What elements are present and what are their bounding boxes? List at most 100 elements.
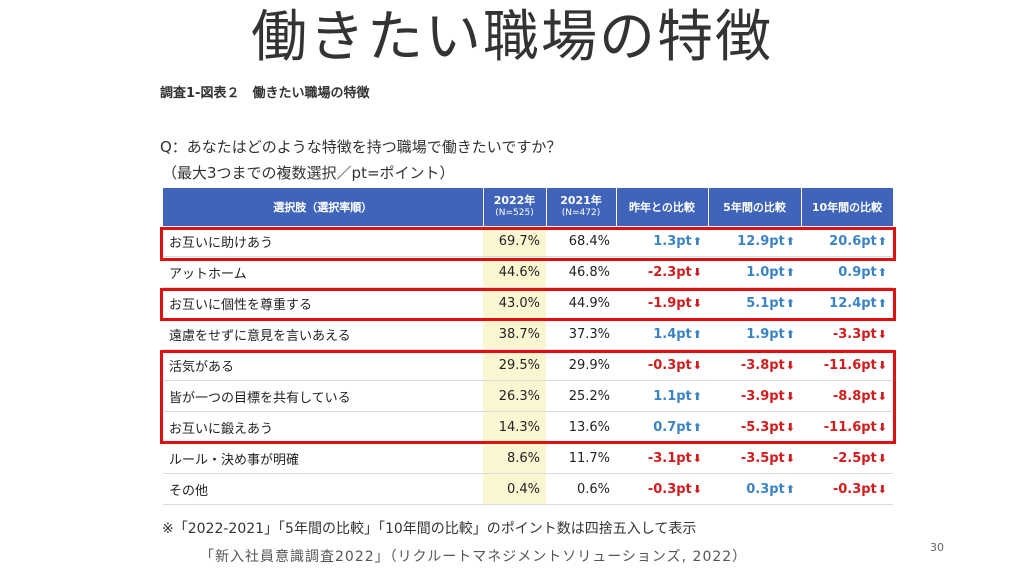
- row-diff-prev-value: -1.9pt: [647, 295, 692, 311]
- row-diff-5y: 12.9pt⬆: [708, 226, 801, 257]
- arrow-up-icon: ⬆: [692, 234, 702, 248]
- row-diff-5y: 1.9pt⬆: [708, 318, 801, 350]
- arrow-up-icon: ⬆: [785, 296, 795, 310]
- arrow-up-icon: ⬆: [692, 327, 702, 341]
- row-diff-10y: 12.4pt⬆: [801, 287, 893, 319]
- row-diff-prev: 1.4pt⬆: [616, 318, 708, 350]
- row-diff-prev: -1.9pt⬇: [616, 287, 708, 319]
- row-diff-10y-value: 20.6pt: [829, 233, 877, 249]
- row-value-2022: 29.5%: [483, 349, 546, 381]
- row-item-label: 皆が一つの目標を共有している: [163, 380, 483, 412]
- row-item-label: その他: [163, 473, 483, 505]
- arrow-up-icon: ⬆: [785, 265, 795, 279]
- arrow-up-icon: ⬆: [877, 265, 887, 279]
- arrow-down-icon: ⬇: [692, 265, 702, 279]
- row-value-2021: 37.3%: [546, 318, 616, 350]
- arrow-down-icon: ⬇: [692, 358, 702, 372]
- row-diff-5y: -3.8pt⬇: [708, 349, 801, 381]
- row-diff-prev: 1.3pt⬆: [616, 226, 708, 257]
- table-row: お互いに助けあう 69.7% 68.4% 1.3pt⬆ 12.9pt⬆ 20.6pt⬆: [163, 226, 893, 257]
- table-row: 活気がある 29.5% 29.9% -0.3pt⬇ -3.8pt⬇ -11.6pt⬇: [163, 349, 893, 381]
- row-diff-prev-value: -0.3pt: [647, 481, 692, 497]
- header-2021-n: (N=472): [561, 208, 601, 218]
- arrow-down-icon: ⬇: [785, 358, 795, 372]
- row-value-2021: 25.2%: [546, 380, 616, 412]
- arrow-up-icon: ⬆: [785, 327, 795, 341]
- arrow-down-icon: ⬇: [877, 420, 887, 434]
- arrow-down-icon: ⬇: [877, 451, 887, 465]
- arrow-up-icon: ⬆: [692, 389, 702, 403]
- row-diff-prev: -0.3pt⬇: [616, 473, 708, 505]
- row-diff-prev-value: -0.3pt: [647, 357, 692, 373]
- results-table: 選択肢（選択率順） 2022年 (N=525) 2021年 (N=472) 昨年…: [163, 188, 894, 505]
- row-diff-prev: -0.3pt⬇: [616, 349, 708, 381]
- header-diff-5y: 5年間の比較: [708, 188, 802, 226]
- row-diff-prev: 1.1pt⬆: [616, 380, 708, 412]
- header-diff-10y: 10年間の比較: [801, 188, 894, 226]
- table-row: その他 0.4% 0.6% -0.3pt⬇ 0.3pt⬆ -0.3pt⬇: [163, 473, 893, 505]
- row-value-2022: 44.6%: [483, 256, 546, 288]
- arrow-down-icon: ⬇: [785, 420, 795, 434]
- row-diff-5y-value: 5.1pt: [746, 295, 785, 311]
- row-diff-10y: -8.8pt⬇: [801, 380, 893, 412]
- row-diff-10y-value: 12.4pt: [829, 295, 877, 311]
- row-diff-prev-value: 1.3pt: [653, 233, 692, 249]
- row-item-label: ルール・決め事が明確: [163, 442, 483, 474]
- row-diff-10y-value: -11.6pt: [823, 419, 877, 435]
- row-diff-10y: -11.6pt⬇: [801, 411, 893, 443]
- table-row: お互いに鍛えあう 14.3% 13.6% 0.7pt⬆ -5.3pt⬇ -11.6pt⬇: [163, 411, 893, 443]
- table-row: アットホーム 44.6% 46.8% -2.3pt⬇ 1.0pt⬆ 0.9pt⬆: [163, 256, 893, 288]
- arrow-down-icon: ⬇: [877, 358, 887, 372]
- row-diff-prev: -3.1pt⬇: [616, 442, 708, 474]
- row-diff-prev-value: 1.4pt: [653, 326, 692, 342]
- row-diff-prev: -2.3pt⬇: [616, 256, 708, 288]
- row-diff-5y: 0.3pt⬆: [708, 473, 801, 505]
- row-diff-10y: -0.3pt⬇: [801, 473, 893, 505]
- source-citation: 「新入社員意識調査2022」（リクルートマネジメントソリューションズ, 2022…: [200, 549, 748, 565]
- row-diff-5y: -3.9pt⬇: [708, 380, 801, 412]
- row-diff-5y: 1.0pt⬆: [708, 256, 801, 288]
- row-diff-10y: -11.6pt⬇: [801, 349, 893, 381]
- page-title: 働きたい職場の特徴: [251, 5, 773, 70]
- footnote: ※「2022-2021」「5年間の比較」「10年間の比較」のポイント数は四捨五入…: [162, 521, 697, 537]
- row-diff-10y-value: -0.3pt: [832, 481, 877, 497]
- row-value-2022: 38.7%: [483, 318, 546, 350]
- row-diff-5y-value: -3.9pt: [740, 388, 785, 404]
- arrow-down-icon: ⬇: [785, 389, 795, 403]
- table-row: ルール・決め事が明確 8.6% 11.7% -3.1pt⬇ -3.5pt⬇ -2.5pt⬇: [163, 442, 893, 474]
- row-item-label: お互いに鍛えあう: [163, 411, 483, 443]
- row-value-2021: 44.9%: [546, 287, 616, 319]
- header-item: 選択肢（選択率順）: [163, 188, 484, 226]
- arrow-down-icon: ⬇: [692, 296, 702, 310]
- row-diff-5y-value: -5.3pt: [740, 419, 785, 435]
- row-diff-10y-value: -2.5pt: [832, 450, 877, 466]
- arrow-down-icon: ⬇: [785, 451, 795, 465]
- row-diff-10y: 0.9pt⬆: [801, 256, 893, 288]
- arrow-up-icon: ⬆: [785, 482, 795, 496]
- row-diff-5y-value: 1.9pt: [746, 326, 785, 342]
- arrow-down-icon: ⬇: [692, 451, 702, 465]
- header-2021-label: 2021年: [560, 194, 602, 207]
- arrow-down-icon: ⬇: [877, 389, 887, 403]
- row-diff-5y-value: 0.3pt: [746, 481, 785, 497]
- row-value-2022: 69.7%: [483, 226, 546, 257]
- row-diff-5y: -5.3pt⬇: [708, 411, 801, 443]
- row-diff-10y-value: -3.3pt: [832, 326, 877, 342]
- row-diff-5y-value: -3.5pt: [740, 450, 785, 466]
- arrow-down-icon: ⬇: [877, 327, 887, 341]
- row-diff-10y-value: -11.6pt: [823, 357, 877, 373]
- page-number: 30: [930, 541, 944, 554]
- row-diff-10y: -3.3pt⬇: [801, 318, 893, 350]
- row-diff-5y-value: 12.9pt: [737, 233, 785, 249]
- row-value-2022: 26.3%: [483, 380, 546, 412]
- row-diff-prev-value: -2.3pt: [647, 264, 692, 280]
- row-diff-10y: -2.5pt⬇: [801, 442, 893, 474]
- row-item-label: 遠慮をせずに意見を言いあえる: [163, 318, 483, 350]
- row-diff-5y: -3.5pt⬇: [708, 442, 801, 474]
- header-2021: 2021年 (N=472): [546, 188, 617, 226]
- table-row: お互いに個性を尊重する 43.0% 44.9% -1.9pt⬇ 5.1pt⬆ 12.4pt…: [163, 287, 893, 319]
- table-row: 遠慮をせずに意見を言いあえる 38.7% 37.3% 1.4pt⬆ 1.9pt⬆ -3.3…: [163, 318, 893, 350]
- row-value-2021: 0.6%: [546, 473, 616, 505]
- row-diff-prev-value: -3.1pt: [647, 450, 692, 466]
- row-item-label: お互いに助けあう: [163, 226, 483, 257]
